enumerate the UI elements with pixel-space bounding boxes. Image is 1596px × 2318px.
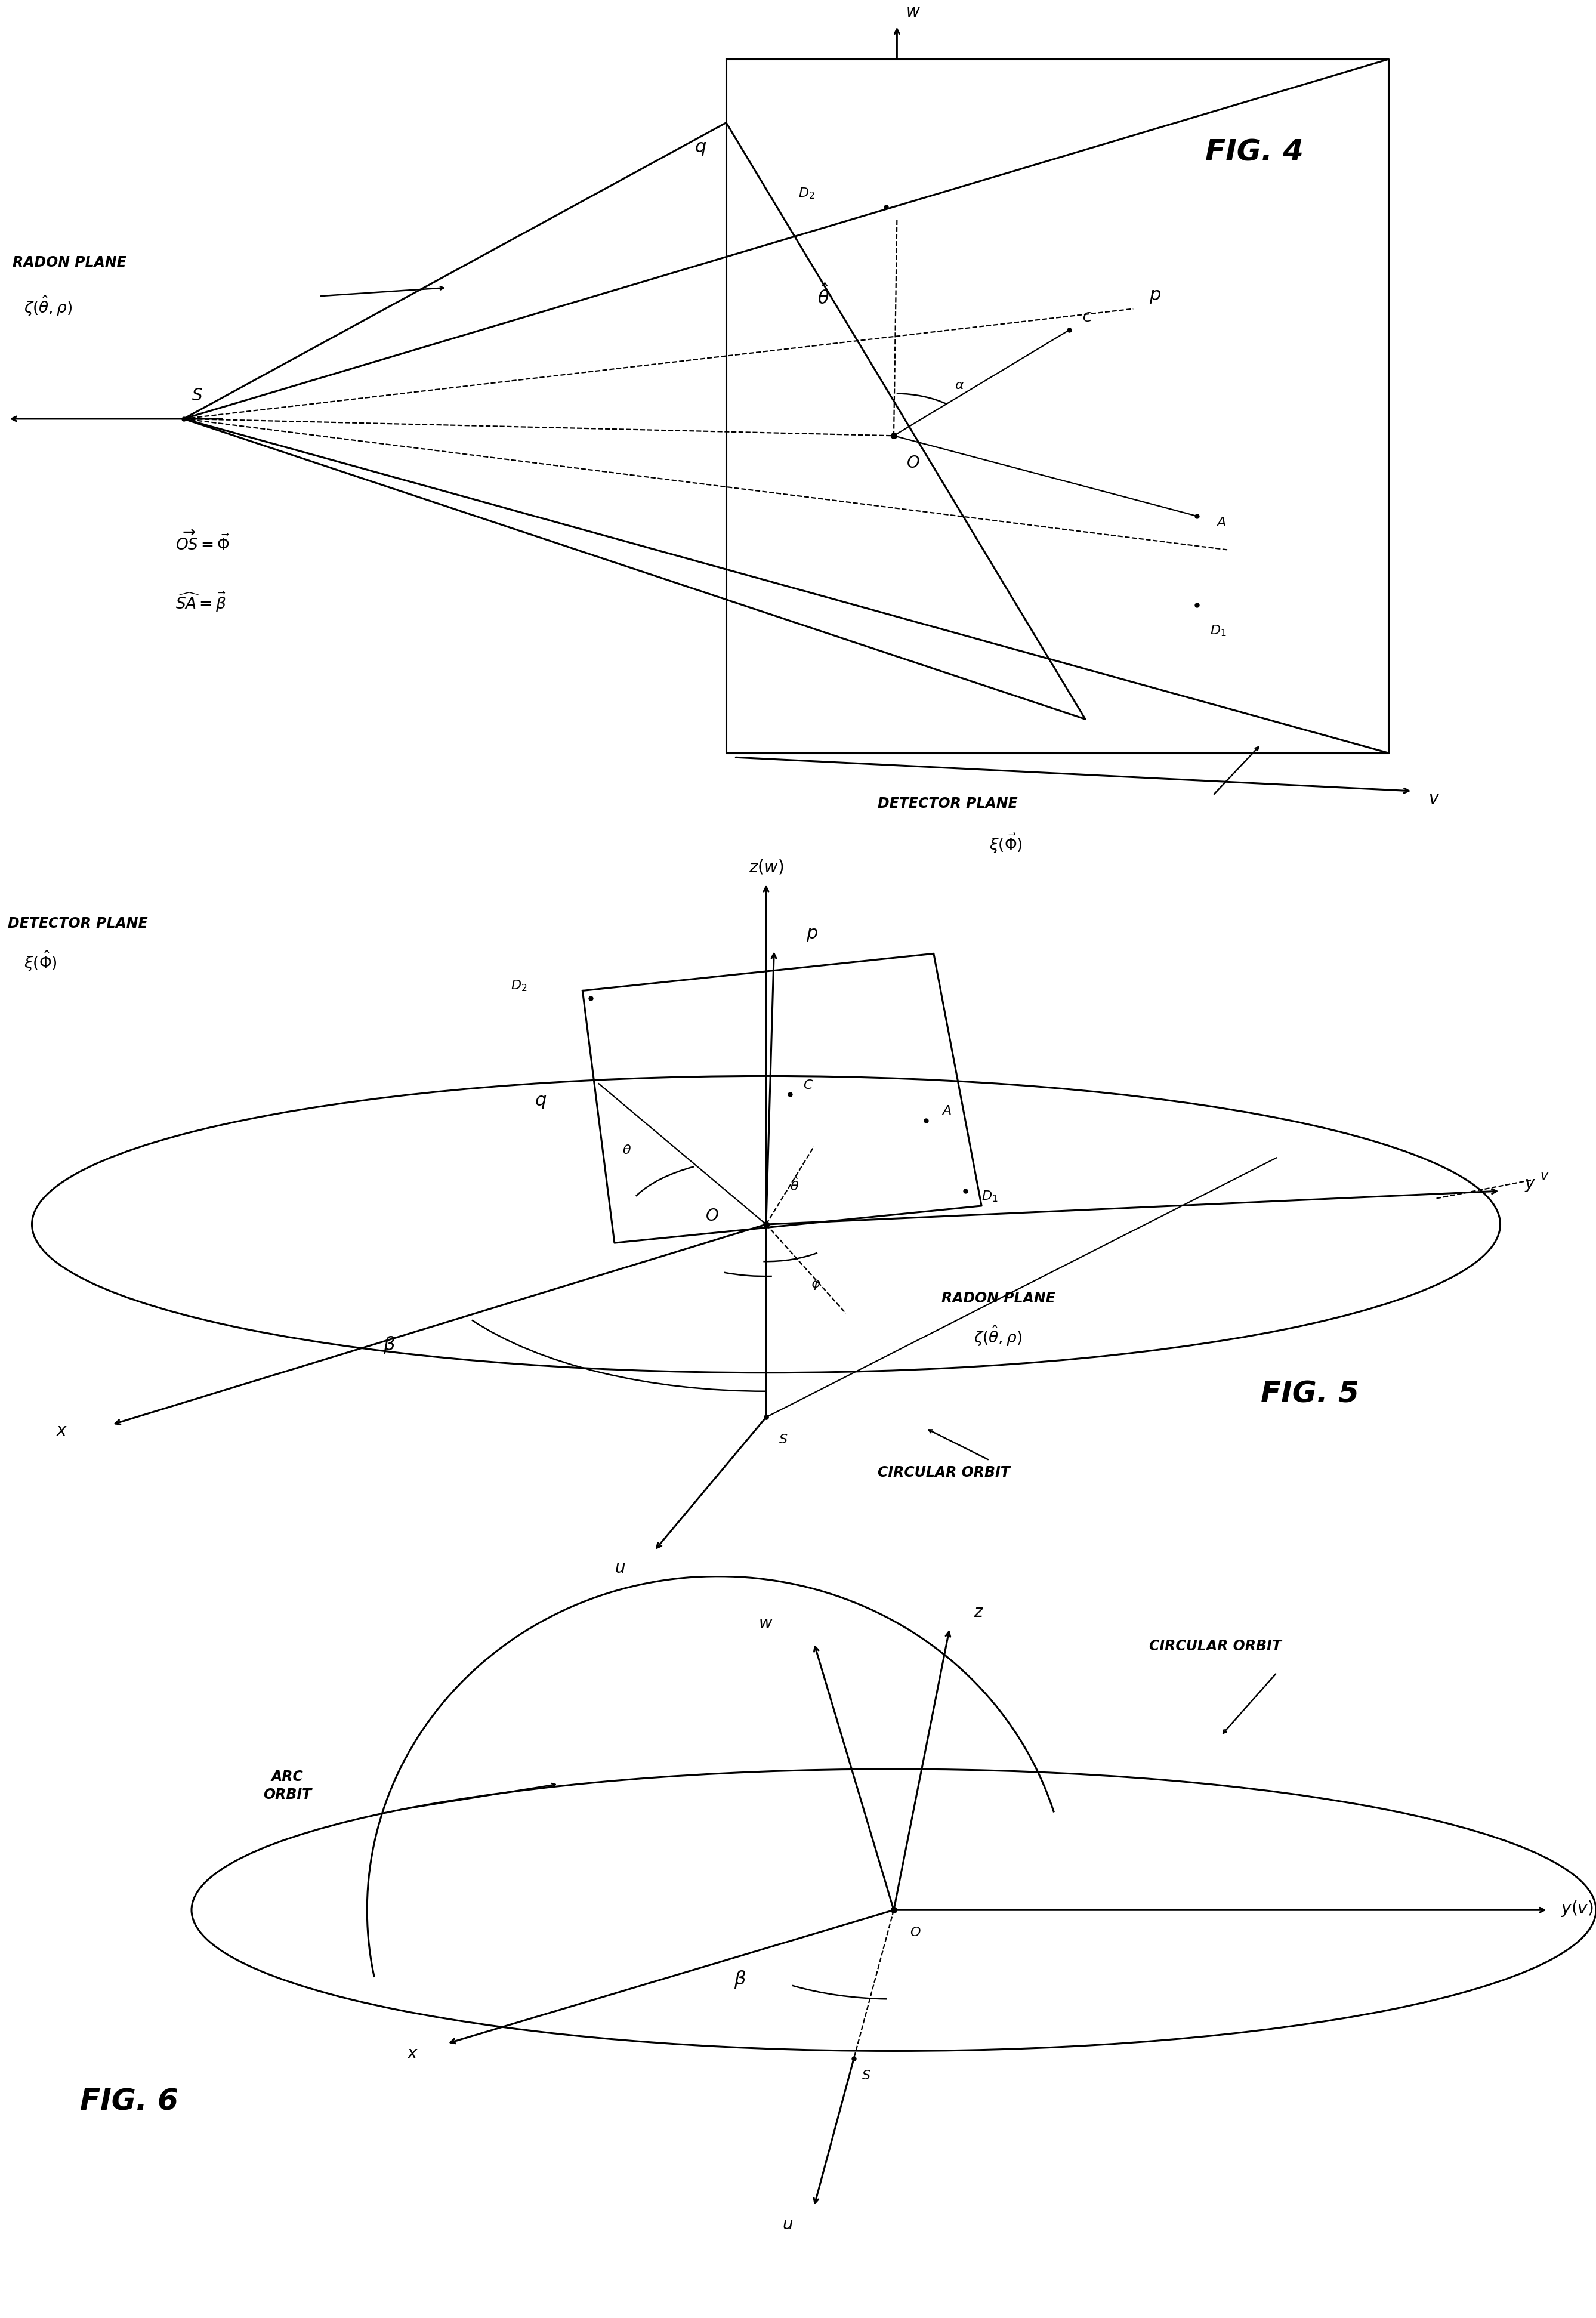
Text: CIRCULAR ORBIT: CIRCULAR ORBIT <box>1149 1639 1282 1653</box>
Text: $S$: $S$ <box>779 1433 788 1446</box>
Text: $O$: $O$ <box>705 1208 718 1224</box>
Text: $\xi(\hat{\Phi})$: $\xi(\hat{\Phi})$ <box>24 948 57 974</box>
Text: $u$: $u$ <box>782 2216 793 2232</box>
Text: $v$: $v$ <box>1540 1171 1550 1182</box>
Text: $\xi(\vec{\Phi})$: $\xi(\vec{\Phi})$ <box>990 832 1023 855</box>
Text: $z$: $z$ <box>974 1604 983 1620</box>
Text: $q$: $q$ <box>694 139 707 158</box>
Text: $A$: $A$ <box>1216 517 1226 529</box>
Text: $q$: $q$ <box>535 1094 547 1110</box>
Text: $O$: $O$ <box>910 1926 921 1938</box>
Text: $A$: $A$ <box>942 1106 951 1117</box>
Text: DETECTOR PLANE: DETECTOR PLANE <box>8 916 148 930</box>
Text: RADON PLANE: RADON PLANE <box>942 1291 1055 1305</box>
Text: $\zeta(\hat{\theta},\rho)$: $\zeta(\hat{\theta},\rho)$ <box>24 294 72 318</box>
Text: $v$: $v$ <box>1428 790 1440 807</box>
Text: $D_2$: $D_2$ <box>511 978 527 992</box>
Text: $D_1$: $D_1$ <box>1210 624 1226 637</box>
Text: $w$: $w$ <box>905 5 921 21</box>
Text: $D_2$: $D_2$ <box>798 185 814 199</box>
Text: $O$: $O$ <box>907 454 919 471</box>
Text: $\zeta(\hat{\theta},\rho)$: $\zeta(\hat{\theta},\rho)$ <box>974 1324 1021 1347</box>
Text: $x$: $x$ <box>56 1423 67 1439</box>
Text: $\alpha$: $\alpha$ <box>954 380 964 392</box>
Text: $y$: $y$ <box>1524 1178 1535 1194</box>
Text: $\beta$: $\beta$ <box>383 1335 396 1356</box>
Text: $z(w)$: $z(w)$ <box>749 858 784 876</box>
Text: RADON PLANE: RADON PLANE <box>13 255 126 269</box>
Text: $\varphi$: $\varphi$ <box>811 1280 820 1291</box>
Text: DETECTOR PLANE: DETECTOR PLANE <box>878 797 1018 811</box>
Text: $\beta$: $\beta$ <box>734 1968 747 1989</box>
Text: ARC
ORBIT: ARC ORBIT <box>263 1769 311 1801</box>
Text: $w$: $w$ <box>758 1616 772 1632</box>
Text: FIG. 5: FIG. 5 <box>1261 1379 1360 1409</box>
Text: FIG. 6: FIG. 6 <box>80 2089 179 2116</box>
Text: FIG. 4: FIG. 4 <box>1205 139 1304 167</box>
Text: $p$: $p$ <box>806 927 817 943</box>
Text: $\hat{\theta}$: $\hat{\theta}$ <box>790 1178 800 1194</box>
Text: $S$: $S$ <box>862 2070 871 2082</box>
Text: $D_1$: $D_1$ <box>982 1189 998 1203</box>
Text: $C$: $C$ <box>803 1080 814 1092</box>
Text: $u$: $u$ <box>614 1560 626 1576</box>
Text: $\widehat{SA}=\vec{\beta}$: $\widehat{SA}=\vec{\beta}$ <box>176 591 227 614</box>
Text: $x$: $x$ <box>407 2044 418 2063</box>
Text: $y(v)$: $y(v)$ <box>1561 1898 1593 1919</box>
Text: $C$: $C$ <box>1082 313 1093 325</box>
Text: $p$: $p$ <box>1149 287 1160 306</box>
Text: CIRCULAR ORBIT: CIRCULAR ORBIT <box>878 1465 1010 1479</box>
Text: $\hat{\theta}$: $\hat{\theta}$ <box>817 285 830 308</box>
Text: $S$: $S$ <box>192 387 203 403</box>
Text: $\theta$: $\theta$ <box>622 1145 632 1157</box>
Text: $\overrightarrow{OS}=\vec{\Phi}$: $\overrightarrow{OS}=\vec{\Phi}$ <box>176 531 230 554</box>
